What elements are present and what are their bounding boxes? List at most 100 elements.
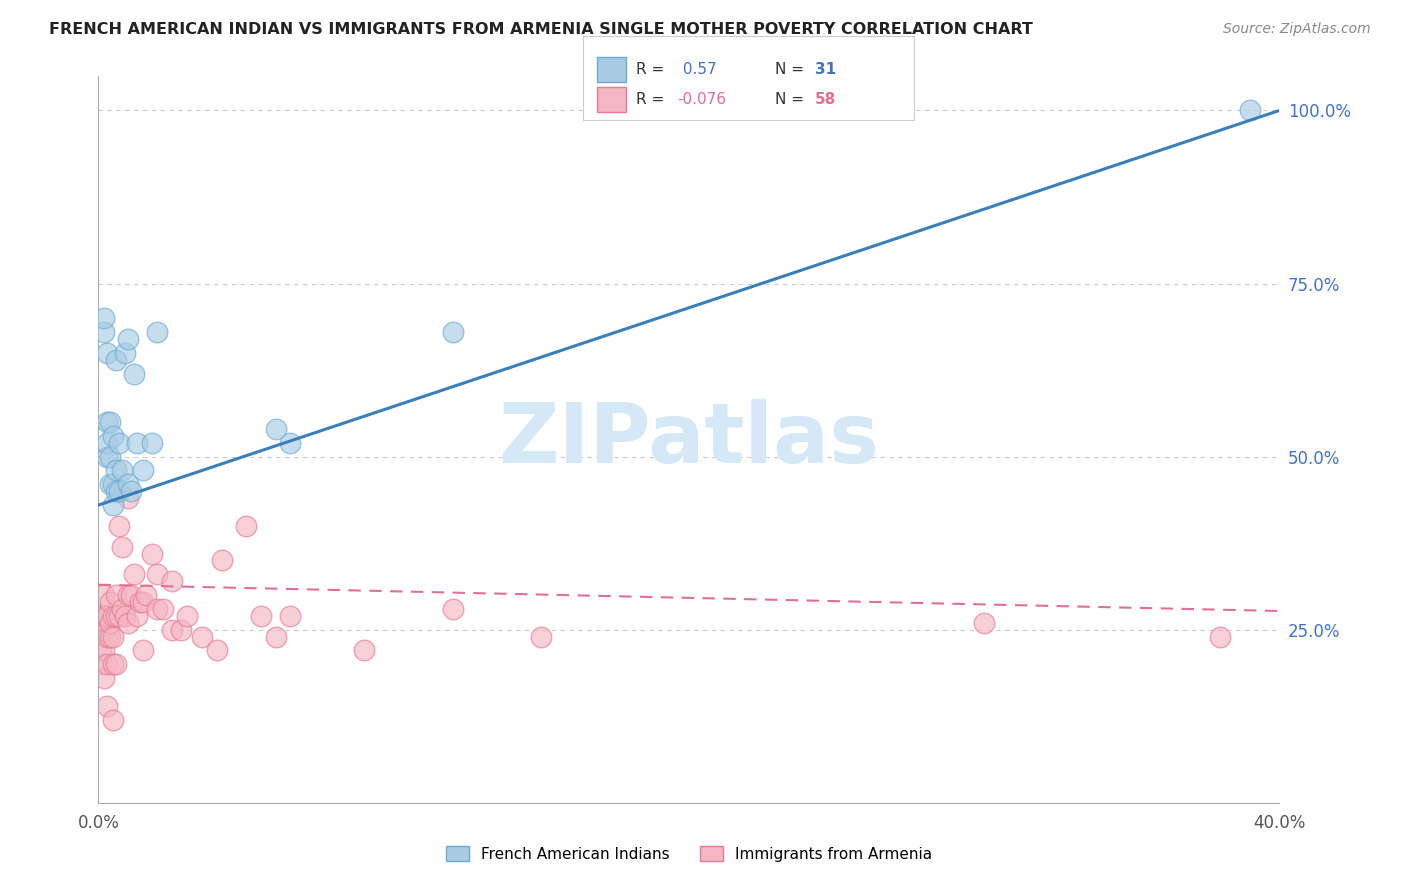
Point <box>96 657 118 672</box>
Point <box>103 608 125 623</box>
Text: N =: N = <box>775 92 808 107</box>
Point <box>973 615 995 630</box>
Point <box>1239 103 1261 118</box>
Point <box>103 498 125 512</box>
Text: FRENCH AMERICAN INDIAN VS IMMIGRANTS FROM ARMENIA SINGLE MOTHER POVERTY CORRELAT: FRENCH AMERICAN INDIAN VS IMMIGRANTS FRO… <box>49 22 1033 37</box>
Point <box>96 345 118 359</box>
Point <box>162 574 183 589</box>
Point <box>211 553 233 567</box>
Point <box>122 367 145 381</box>
Point <box>114 608 136 623</box>
Point <box>93 325 115 339</box>
Point <box>108 608 131 623</box>
Point <box>170 623 193 637</box>
Point <box>103 657 125 672</box>
Point <box>120 588 142 602</box>
Point <box>264 630 287 644</box>
Point <box>96 435 118 450</box>
Point <box>441 602 464 616</box>
Point <box>111 540 134 554</box>
Point <box>90 623 112 637</box>
Point <box>280 435 302 450</box>
Point <box>1209 630 1232 644</box>
Point <box>96 415 118 429</box>
Point <box>122 567 145 582</box>
Point <box>108 519 131 533</box>
Point <box>103 429 125 443</box>
Point <box>105 484 128 499</box>
Point <box>93 671 115 685</box>
Point <box>128 595 150 609</box>
Point <box>93 608 115 623</box>
Point <box>191 630 214 644</box>
Point <box>90 608 112 623</box>
Point <box>117 332 139 346</box>
Point <box>152 602 174 616</box>
Point <box>117 615 139 630</box>
Legend: French American Indians, Immigrants from Armenia: French American Indians, Immigrants from… <box>440 839 938 868</box>
Point <box>105 352 128 367</box>
Point <box>103 477 125 491</box>
Point <box>146 602 169 616</box>
Point <box>96 450 118 464</box>
Point <box>120 484 142 499</box>
Point <box>98 415 121 429</box>
Point <box>132 595 155 609</box>
FancyBboxPatch shape <box>596 57 627 82</box>
Point <box>98 595 121 609</box>
Point <box>105 657 128 672</box>
Point <box>93 623 115 637</box>
Text: R =: R = <box>637 62 669 77</box>
Point <box>96 630 118 644</box>
Point <box>105 463 128 477</box>
FancyBboxPatch shape <box>596 87 627 112</box>
Point <box>93 643 115 657</box>
Point <box>441 325 464 339</box>
Text: R =: R = <box>637 92 669 107</box>
Point <box>108 435 131 450</box>
Text: N =: N = <box>775 62 808 77</box>
Point <box>98 630 121 644</box>
Point <box>111 602 134 616</box>
Text: 31: 31 <box>815 62 837 77</box>
Point <box>353 643 375 657</box>
Point <box>176 608 198 623</box>
Point <box>108 484 131 499</box>
Point <box>98 450 121 464</box>
Point <box>132 463 155 477</box>
Point <box>114 345 136 359</box>
Point <box>90 657 112 672</box>
Point <box>132 643 155 657</box>
Point <box>530 630 553 644</box>
Point <box>141 547 163 561</box>
Point <box>146 567 169 582</box>
Text: -0.076: -0.076 <box>678 92 727 107</box>
Text: ZIPatlas: ZIPatlas <box>499 399 879 480</box>
Point <box>93 311 115 326</box>
Point <box>117 477 139 491</box>
Point <box>103 630 125 644</box>
Point <box>90 643 112 657</box>
Point <box>205 643 228 657</box>
Point <box>125 608 148 623</box>
Point <box>98 477 121 491</box>
Point <box>96 608 118 623</box>
Point <box>103 713 125 727</box>
Point <box>105 608 128 623</box>
Text: 58: 58 <box>815 92 837 107</box>
Point <box>162 623 183 637</box>
Text: Source: ZipAtlas.com: Source: ZipAtlas.com <box>1223 22 1371 37</box>
Point <box>135 588 157 602</box>
Point <box>141 435 163 450</box>
Point <box>96 698 118 713</box>
Point <box>125 435 148 450</box>
Point <box>146 325 169 339</box>
Point <box>117 588 139 602</box>
Point <box>98 615 121 630</box>
Point <box>105 588 128 602</box>
Point <box>235 519 257 533</box>
Point <box>250 608 273 623</box>
Point <box>111 463 134 477</box>
Point <box>264 422 287 436</box>
Text: 0.57: 0.57 <box>678 62 716 77</box>
